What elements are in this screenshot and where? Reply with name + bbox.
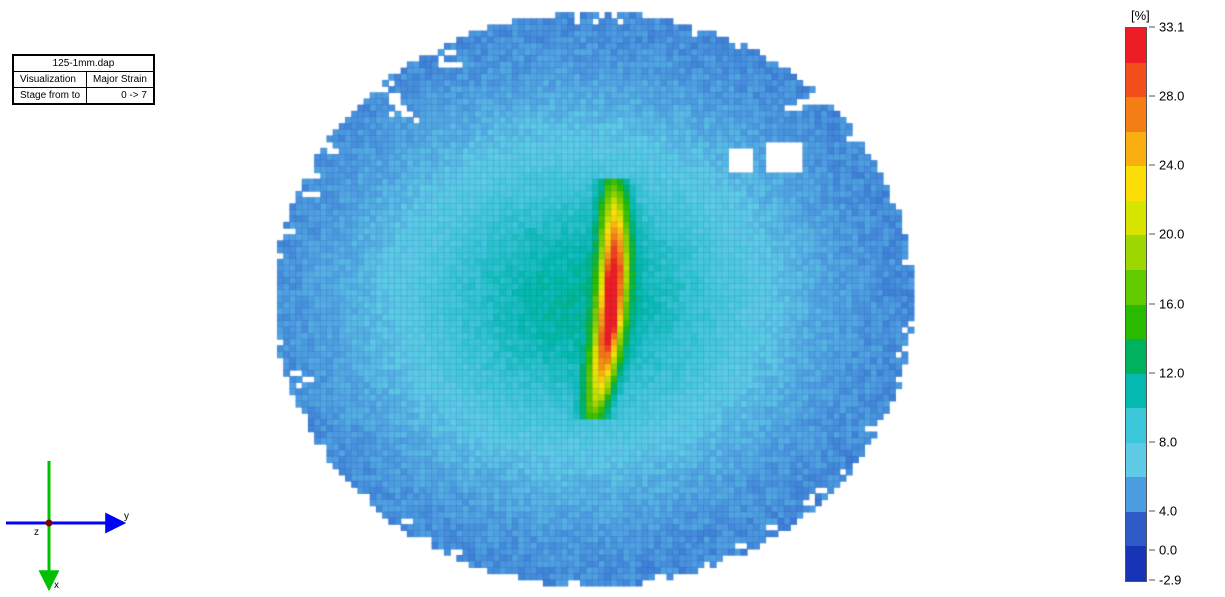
colorbar-segment bbox=[1126, 132, 1146, 167]
axis-origin-dot bbox=[46, 520, 53, 527]
axis-y-label: y bbox=[124, 511, 129, 522]
colorbar-segment bbox=[1126, 235, 1146, 270]
colorbar-segment bbox=[1126, 339, 1146, 374]
colorbar-tick: 28.0 bbox=[1149, 89, 1184, 104]
colorbar-segment bbox=[1126, 166, 1146, 201]
colorbar-tick: -2.9 bbox=[1149, 573, 1181, 588]
colorbar-segment bbox=[1126, 28, 1146, 63]
colorbar-tick: 12.0 bbox=[1149, 365, 1184, 380]
axis-z-label: z bbox=[34, 527, 39, 538]
colorbar-segment bbox=[1126, 201, 1146, 236]
colorbar-tick: 24.0 bbox=[1149, 158, 1184, 173]
info-row-0-value: Major Strain bbox=[87, 72, 154, 88]
axis-x-label: x bbox=[54, 580, 59, 591]
colorbar-segment bbox=[1126, 97, 1146, 132]
colorbar-tick: 20.0 bbox=[1149, 227, 1184, 242]
colorbar-tick: 4.0 bbox=[1149, 503, 1177, 518]
colorbar-bar bbox=[1125, 27, 1147, 582]
colorbar: [%] 33.128.024.020.016.012.08.04.00.0-2.… bbox=[1125, 8, 1191, 582]
colorbar-segment bbox=[1126, 305, 1146, 340]
axis-triad: y x z bbox=[4, 453, 134, 593]
colorbar-segment bbox=[1126, 546, 1146, 581]
colorbar-segment bbox=[1126, 408, 1146, 443]
info-row-1-value: 0 -> 7 bbox=[87, 88, 154, 104]
colorbar-tick: 33.1 bbox=[1149, 20, 1184, 35]
colorbar-segment bbox=[1126, 512, 1146, 547]
info-row-1-label: Stage from to bbox=[14, 88, 87, 104]
colorbar-segment bbox=[1126, 270, 1146, 305]
colorbar-tick: 8.0 bbox=[1149, 434, 1177, 449]
info-table-title: 125-1mm.dap bbox=[14, 56, 154, 72]
colorbar-segment bbox=[1126, 477, 1146, 512]
colorbar-tick: 0.0 bbox=[1149, 542, 1177, 557]
info-row-0-label: Visualization bbox=[14, 72, 87, 88]
strain-field-canvas bbox=[240, 6, 920, 592]
info-table: 125-1mm.dap Visualization Major Strain S… bbox=[12, 54, 155, 105]
colorbar-segment bbox=[1126, 374, 1146, 409]
colorbar-ticks: 33.128.024.020.016.012.08.04.00.0-2.9 bbox=[1147, 27, 1191, 580]
colorbar-segment bbox=[1126, 443, 1146, 478]
colorbar-tick: 16.0 bbox=[1149, 296, 1184, 311]
colorbar-segment bbox=[1126, 63, 1146, 98]
